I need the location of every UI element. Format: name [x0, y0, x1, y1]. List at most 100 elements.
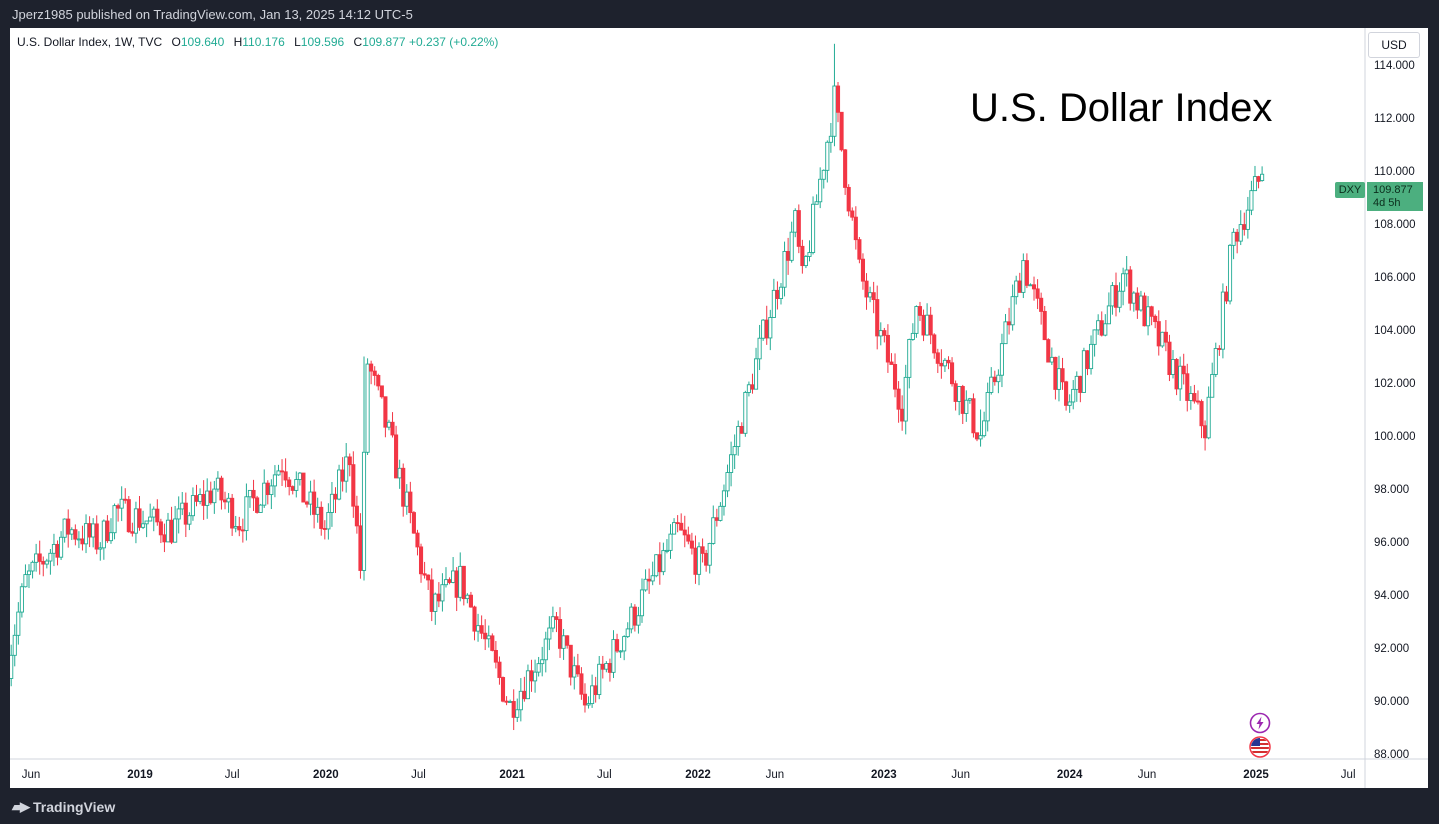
candle-body [982, 420, 987, 437]
candle-body [878, 330, 883, 337]
candle-body [939, 362, 944, 367]
us-flag-icon[interactable] [1249, 736, 1271, 758]
candle-body [358, 525, 363, 571]
candle-body [1245, 209, 1250, 230]
candle-body [582, 693, 588, 706]
candle-body [946, 359, 951, 364]
candle-body [868, 292, 873, 298]
low-label: L [294, 35, 301, 49]
candle-body [233, 526, 238, 529]
candle-body [565, 635, 570, 646]
candle-body [636, 615, 641, 626]
candle-body [255, 497, 260, 513]
candle-body [1021, 260, 1026, 293]
candle-body [629, 606, 634, 630]
candle-body [828, 135, 833, 143]
time-tick-label: Jul [225, 769, 240, 781]
time-tick-label: Jun [951, 769, 970, 781]
candle-body [433, 593, 438, 612]
candle-body [778, 286, 784, 300]
candle-body [729, 454, 734, 473]
candle-body [1146, 306, 1151, 327]
candle-body [451, 570, 456, 583]
brand-name: TradingView [33, 799, 116, 815]
candle-body [843, 149, 848, 188]
price-tag-countdown: 4d 5h [1373, 197, 1401, 209]
candle-body [935, 352, 940, 364]
candle-body [700, 546, 705, 554]
candle-body [422, 573, 427, 576]
change-value: +0.237 (+0.22%) [408, 35, 499, 49]
candle-body [376, 374, 381, 387]
price-tick-label: 98.000 [1374, 484, 1409, 496]
candle-body [497, 661, 502, 678]
candle-body [312, 491, 317, 515]
candle-body [41, 560, 46, 565]
candle-body [768, 317, 773, 339]
candle-body [333, 493, 338, 500]
time-tick-label: 2020 [313, 769, 339, 781]
time-axis: Jun 2019 Jul 2020 Jul 2021 Jul 2022 Jun 2023 Jun 20… [10, 758, 1428, 781]
candle-body [557, 619, 563, 649]
candle-body [914, 306, 919, 334]
candle-body [130, 531, 135, 534]
chart-panel[interactable]: 88.000 90.000 92.000 94.000 96.000 98.000 100.… [10, 28, 1428, 788]
candle-body [704, 552, 709, 566]
candle-body [76, 538, 81, 541]
open-label: O [171, 35, 181, 49]
candle-body [240, 529, 245, 532]
candle-body [169, 519, 174, 543]
candles [10, 43, 1265, 731]
open-value: 109.640 [180, 35, 225, 49]
candle-body [408, 491, 413, 514]
candle-body [696, 546, 702, 575]
candle-body [126, 499, 131, 533]
candle-body [1231, 231, 1236, 246]
lightning-icon[interactable] [1249, 712, 1271, 734]
candle-body [454, 570, 459, 598]
candle-body [1256, 176, 1261, 182]
candle-body [415, 532, 420, 548]
candle-body [1242, 224, 1247, 230]
candle-body [30, 561, 35, 572]
candle-body [112, 505, 117, 534]
candle-body [386, 421, 392, 428]
candle-body [1060, 368, 1065, 383]
candle-body [1113, 285, 1119, 308]
price-tag-price: 109.877 [1373, 184, 1413, 196]
candle-body [533, 671, 538, 682]
candle-body [222, 499, 228, 503]
candle-body [108, 532, 114, 542]
candle-body [1238, 224, 1243, 242]
candle-body [461, 565, 466, 600]
candle-body [34, 553, 39, 563]
candle-body [771, 289, 776, 318]
candle-body [775, 289, 780, 300]
candle-body [436, 593, 441, 602]
candle-body [1217, 348, 1222, 350]
candle-body [194, 495, 199, 502]
candlestick-chart[interactable]: 88.000 90.000 92.000 94.000 96.000 98.000 100.… [10, 28, 1428, 788]
candle-body [525, 670, 531, 700]
candle-body [483, 632, 488, 640]
candle-body [1053, 356, 1058, 390]
candle-body [251, 489, 256, 499]
candle-body [743, 392, 748, 434]
time-tick-label: 2022 [685, 769, 711, 781]
candle-body [1220, 291, 1225, 350]
candle-body [1185, 373, 1190, 401]
candle-body [1110, 285, 1115, 307]
tradingview-logo[interactable]: ▰▶ TradingView [12, 799, 115, 815]
currency-button[interactable]: USD [1368, 32, 1420, 58]
candle-body [1167, 341, 1172, 376]
time-tick-label: 2025 [1243, 769, 1269, 781]
candle-body [654, 554, 659, 577]
candle-body [1199, 401, 1204, 427]
candle-body [1014, 280, 1019, 298]
candle-body [857, 239, 862, 260]
candle-body [283, 471, 288, 481]
candle-body [411, 512, 416, 534]
candle-body [426, 574, 431, 581]
candle-body [1124, 269, 1129, 275]
candle-body [301, 472, 306, 503]
